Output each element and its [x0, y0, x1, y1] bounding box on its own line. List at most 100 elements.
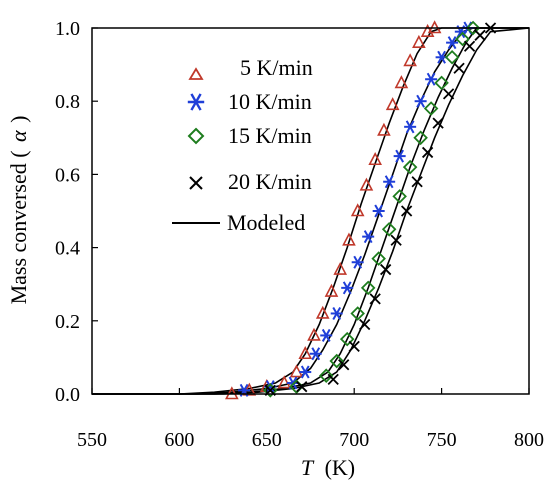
- axis-ticks: 550 600 650 700 750 800 0.0 0.2 0.4 0.6 0.8 1.0: [55, 18, 544, 451]
- data-point-diamond: [392, 189, 407, 204]
- legend-item-20kmin: 20 K/min: [189, 169, 312, 194]
- series-diamond: [263, 20, 481, 398]
- data-point-triangle: [368, 152, 382, 166]
- data-point-cross: [348, 340, 360, 353]
- x-tick-label: 800: [514, 429, 544, 451]
- data-point-asterisk: [414, 94, 427, 108]
- data-point-diamond: [350, 306, 365, 321]
- data-point-cross: [338, 359, 350, 371]
- legend: 5 K/min 10 K/min 15 K/min 20 K/min Model…: [172, 55, 313, 235]
- plot-frame: [91, 27, 530, 395]
- data-point-triangle: [394, 75, 409, 89]
- data-point-cross: [327, 373, 339, 385]
- data-point-cross: [432, 117, 444, 129]
- legend-marker-diamond: [187, 127, 205, 145]
- data-point-asterisk: [393, 149, 406, 163]
- data-point-asterisk: [299, 365, 312, 379]
- x-tick-label: 700: [339, 429, 369, 451]
- x-axis-variable: T: [301, 455, 315, 480]
- data-point-cross: [380, 263, 392, 276]
- legend-marker-cross: [189, 176, 203, 190]
- data-point-triangle: [412, 34, 426, 48]
- data-point-diamond: [339, 331, 355, 347]
- data-point-cross: [474, 29, 486, 41]
- plot-lines: [92, 27, 530, 395]
- data-point-diamond: [381, 222, 397, 237]
- data-point-cross: [401, 205, 413, 217]
- data-point-triangle: [324, 283, 339, 297]
- data-point-triangle: [359, 177, 374, 191]
- modeled-curve-4: [92, 27, 530, 395]
- data-point-triangle: [307, 327, 321, 341]
- y-tick-label: 0.6: [55, 164, 80, 186]
- data-point-asterisk: [372, 204, 385, 218]
- y-tick-label: 0.0: [55, 384, 80, 406]
- data-point-asterisk: [362, 230, 375, 244]
- modeled-curve-2: [92, 27, 529, 395]
- data-point-triangle: [350, 203, 365, 217]
- legend-marker-asterisk: [187, 93, 205, 111]
- y-tick-label: 0.8: [55, 91, 80, 113]
- data-point-diamond: [465, 20, 481, 36]
- data-point-asterisk: [404, 120, 417, 134]
- data-point-asterisk: [309, 347, 322, 361]
- data-point-triangle: [403, 53, 417, 67]
- legend-label-5kmin: 5 K/min: [240, 55, 313, 80]
- data-point-cross: [390, 234, 402, 246]
- data-point-diamond: [402, 159, 418, 175]
- y-tick-label: 1.0: [55, 18, 80, 40]
- legend-item-10kmin: 10 K/min: [187, 89, 312, 114]
- data-point-asterisk: [341, 281, 354, 295]
- data-point-diamond: [455, 31, 470, 47]
- y-axis-text: Mass conversed (: [6, 150, 31, 304]
- legend-item-modeled: Modeled: [172, 210, 305, 235]
- legend-item-15kmin: 15 K/min: [187, 123, 312, 148]
- data-point-triangle: [333, 261, 348, 275]
- data-point-cross: [359, 318, 371, 331]
- data-point-cross: [296, 381, 308, 393]
- data-point-cross: [421, 146, 434, 159]
- data-point-triangle: [298, 346, 313, 360]
- data-point-asterisk: [446, 36, 459, 50]
- x-axis-title: T (K): [301, 455, 355, 480]
- data-point-cross: [453, 62, 465, 74]
- x-tick-label: 650: [252, 429, 282, 451]
- x-axis-unit: (K): [325, 455, 356, 480]
- modeled-curve-3: [92, 27, 529, 395]
- legend-label-20kmin: 20 K/min: [228, 169, 312, 194]
- data-point-cross: [369, 293, 381, 305]
- data-point-diamond: [371, 251, 386, 266]
- data-point-asterisk: [425, 72, 438, 86]
- legend-label-modeled: Modeled: [227, 210, 305, 235]
- legend-marker-triangle: [188, 67, 204, 80]
- x-tick-label: 550: [77, 429, 107, 451]
- legend-item-5kmin: 5 K/min: [188, 55, 313, 80]
- data-point-triangle: [315, 305, 330, 319]
- data-point-asterisk: [320, 328, 333, 342]
- x-tick-label: 600: [164, 429, 194, 451]
- data-point-diamond: [318, 368, 334, 383]
- legend-label-15kmin: 15 K/min: [228, 123, 312, 148]
- y-axis-variable: α: [6, 130, 31, 142]
- data-point-cross: [442, 88, 455, 100]
- data-point-diamond: [329, 353, 344, 369]
- y-axis-title: Mass conversed ( α ): [6, 116, 31, 305]
- data-point-asterisk: [351, 255, 364, 269]
- y-axis-close: ): [6, 116, 31, 123]
- data-point-triangle: [342, 232, 356, 246]
- y-tick-label: 0.4: [55, 238, 80, 260]
- data-point-diamond: [423, 101, 439, 116]
- y-tick-label: 0.2: [55, 311, 80, 333]
- data-point-cross: [411, 176, 423, 188]
- x-tick-label: 750: [427, 429, 457, 451]
- data-point-diamond: [413, 130, 428, 146]
- data-point-triangle: [377, 122, 391, 136]
- data-point-asterisk: [383, 175, 396, 189]
- series-triangle: [225, 20, 442, 400]
- data-point-asterisk: [330, 306, 343, 320]
- data-point-diamond: [434, 75, 449, 91]
- data-point-diamond: [360, 280, 376, 296]
- modeled-curve-1: [92, 27, 529, 395]
- legend-label-10kmin: 10 K/min: [228, 89, 312, 114]
